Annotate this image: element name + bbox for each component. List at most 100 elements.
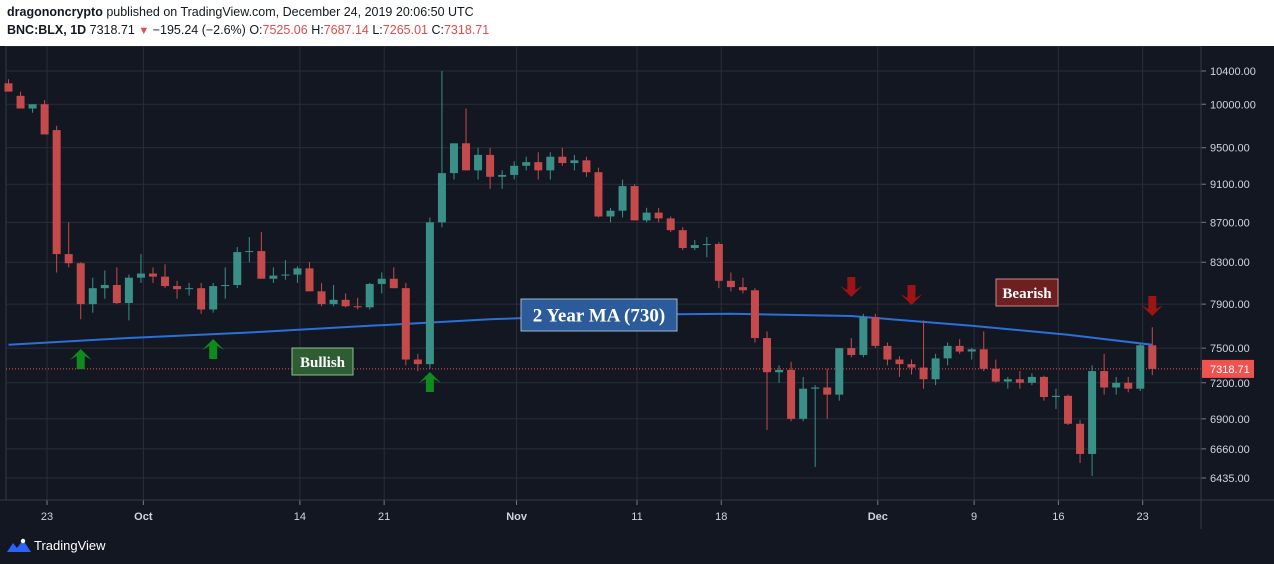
candle-body — [702, 244, 711, 246]
symbol-label: BNC:BLX, 1D — [7, 23, 87, 37]
last-price-tag-text: 7318.71 — [1210, 364, 1250, 376]
candle-body — [365, 283, 374, 308]
candle-body — [100, 285, 109, 289]
ma-label: 2 Year MA (730) — [520, 298, 678, 332]
candle-body — [763, 338, 772, 373]
candle-body — [582, 160, 591, 173]
down-triangle-icon: ▼ — [138, 25, 150, 37]
annotation-layer: 2 Year MA (730) Bullish Bearish — [291, 278, 1059, 376]
candle-body — [462, 143, 471, 171]
candle-body — [486, 154, 495, 177]
candle-body — [642, 212, 651, 221]
time-tick-label: Oct — [134, 511, 153, 523]
candle-body — [124, 277, 133, 304]
candle-body — [329, 299, 338, 305]
candle-body — [317, 291, 326, 305]
high-value: 7687.14 — [323, 23, 369, 37]
publish-info: dragononcrypto published on TradingView.… — [7, 5, 474, 19]
candle-body — [4, 83, 13, 92]
candle-body — [1015, 379, 1024, 383]
candle-body — [185, 288, 194, 290]
candle-body — [979, 349, 988, 369]
candle-body — [257, 251, 266, 279]
candle-body — [28, 104, 37, 109]
candle-body — [209, 286, 218, 310]
price-tick-label: 7200.00 — [1210, 378, 1250, 390]
candle-body — [787, 369, 796, 419]
tradingview-logo-icon[interactable] — [6, 537, 32, 555]
bearish-label-box — [995, 278, 1059, 307]
time-tick-label: 11 — [631, 511, 642, 523]
candle-body — [991, 368, 1000, 382]
candle-body — [1148, 345, 1157, 369]
candle-body — [449, 143, 458, 174]
candle-body — [943, 345, 952, 359]
time-tick-label: 18 — [715, 511, 727, 523]
low-value: 7265.01 — [382, 23, 428, 37]
candle-body — [161, 276, 170, 287]
candle-body — [907, 364, 916, 368]
price-tick-label: 8300.00 — [1210, 257, 1250, 269]
candle-body — [967, 349, 976, 352]
bear-arrow-icon — [1141, 296, 1164, 316]
candle-body — [52, 130, 61, 255]
candle-body — [630, 186, 639, 221]
candle-body — [714, 244, 723, 281]
price-tick-label: 9100.00 — [1210, 179, 1250, 191]
open-label: O: — [249, 23, 263, 37]
bear-arrow-icon — [840, 277, 863, 297]
candlestick-chart[interactable]: 2 Year MA (730) Bullish Bearish 10400.0010… — [0, 46, 1274, 529]
price-tick-label: 8700.00 — [1210, 217, 1250, 229]
candle-body — [293, 268, 302, 275]
candle-body — [437, 173, 446, 223]
candle-body — [1039, 376, 1048, 398]
candle-body — [955, 345, 964, 352]
price-tick-label: 6435.00 — [1210, 473, 1250, 485]
close-value: 7318.71 — [443, 23, 490, 37]
candle-body — [534, 162, 543, 171]
candle-body — [76, 263, 85, 305]
candle-body — [618, 186, 627, 211]
candle-body — [811, 387, 820, 389]
candle-body — [1064, 395, 1073, 424]
bullish-label-text: Bullish — [300, 355, 346, 371]
candle-body — [498, 174, 507, 177]
candles-layer — [4, 71, 1157, 477]
candle-body — [750, 290, 759, 339]
plot-border — [5, 46, 1202, 501]
candle-body — [546, 156, 555, 171]
bull-arrow-icon — [418, 372, 441, 392]
price-tick-label: 9500.00 — [1210, 143, 1250, 155]
price-tick-label: 10000.00 — [1210, 99, 1256, 111]
candle-body — [389, 278, 398, 289]
candle-body — [726, 280, 735, 288]
time-tick-label: 16 — [1052, 511, 1064, 523]
author-name[interactable]: dragononcrypto — [7, 5, 103, 19]
candle-body — [1088, 371, 1097, 454]
ma-label-text: 2 Year MA (730) — [533, 306, 665, 327]
candle-body — [148, 273, 157, 277]
last-price-tag: 7318.71 — [1202, 359, 1254, 378]
candle-body — [401, 288, 410, 360]
open-value: 7525.06 — [262, 23, 308, 37]
candle-body — [377, 278, 386, 284]
candle-body — [871, 317, 880, 346]
candle-body — [859, 317, 868, 355]
axes-layer: 10400.00 10000.00 9500.00 9100.00 8700.00 830… — [0, 46, 1274, 529]
chart-grid — [5, 46, 1202, 501]
tradingview-brand[interactable]: TradingView — [34, 538, 106, 553]
time-tick-label: Dec — [868, 511, 888, 523]
candle-body — [1003, 379, 1012, 382]
price-tick-label: 6660.00 — [1210, 444, 1250, 456]
candle-body — [883, 345, 892, 360]
bullish-label: Bullish — [291, 347, 354, 376]
candle-body — [847, 348, 856, 355]
bearish-label: Bearish — [995, 278, 1059, 307]
symbol-info: BNC:BLX, 1D 7318.71 ▼ −195.24 (−2.6%) O:… — [7, 23, 489, 37]
bullish-label-box — [291, 347, 354, 376]
candle-body — [690, 245, 699, 249]
candle-body — [570, 160, 579, 164]
high-label: H: — [311, 23, 324, 37]
time-tick-label: 23 — [41, 511, 53, 523]
candle-body — [678, 230, 687, 249]
